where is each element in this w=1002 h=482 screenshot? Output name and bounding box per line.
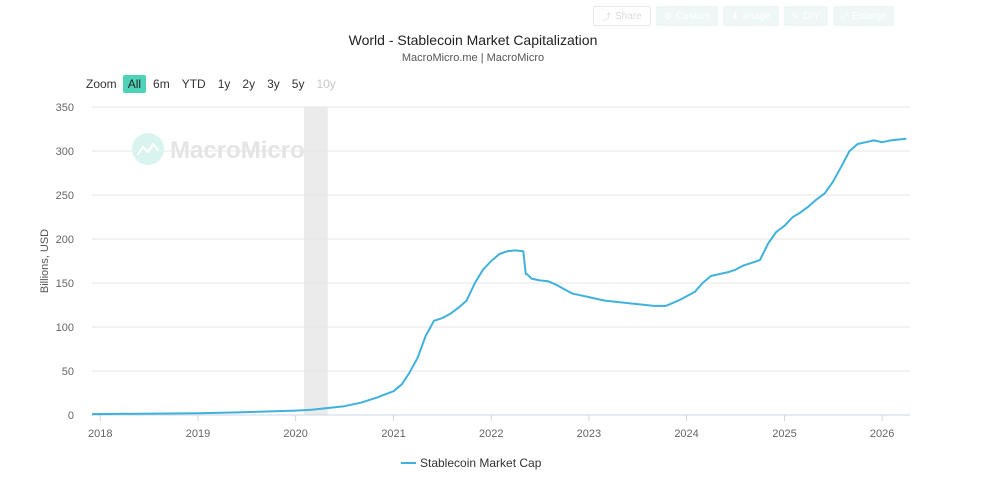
enlarge-button[interactable]: ⤢ Enlarge [832,6,895,26]
zoom-option[interactable]: 3y [267,77,280,91]
zoom-option[interactable]: 2y [242,77,256,91]
x-tick-label: 2023 [577,428,601,440]
share-label: Share [615,10,642,22]
share-icon: ⤴ [602,11,612,22]
chart-toolbar: ⤴ Share ⚙ Custom ⬇ Image ✎ DIY ⤢ Enlarge [593,6,895,26]
chart-subtitle: MacroMicro.me | MacroMicro [401,52,545,64]
gear-icon: ⚙ [663,10,672,21]
zoom-option[interactable]: 1y [217,77,231,91]
shaded-period [303,107,328,415]
x-tick-label: 2020 [283,428,307,440]
y-tick-label: 250 [56,190,74,202]
pencil-icon: ✎ [791,10,800,21]
zoom-option[interactable]: 6m [153,77,170,91]
download-icon: ⬇ [731,10,739,21]
macromicro-logo-icon [132,133,164,165]
y-axis-title: Billions, USD [39,229,51,293]
watermark-text: MacroMicro [170,137,305,164]
legend-label: Stablecoin Market Cap [420,456,542,470]
y-tick-label: 350 [56,102,74,114]
series-line-stablecoin-market-cap [91,137,907,416]
custom-label: Custom [675,10,711,22]
zoom-option[interactable]: 5y [291,77,305,91]
y-tick-label: 0 [68,410,74,422]
share-button[interactable]: ⤴ Share [593,6,651,26]
x-tick-label: 2019 [186,428,210,440]
custom-button[interactable]: ⚙ Custom [655,6,719,26]
y-tick-label: 50 [62,366,74,378]
watermark: MacroMicro [132,133,305,165]
diy-button[interactable]: ✎ DIY [783,6,828,26]
zoom-option[interactable]: YTD [181,77,206,91]
x-tick-label: 2022 [479,428,503,440]
zoom-selector: Zoom All 6m YTD 1y 2y 3y 5y 10y [86,75,341,93]
zoom-option[interactable]: All [122,75,147,93]
zoom-label: Zoom [86,77,117,91]
image-label: Image [742,10,771,22]
expand-icon: ⤢ [840,10,848,21]
x-tick-label: 2018 [88,428,112,440]
image-button[interactable]: ⬇ Image [723,6,779,26]
zoom-option[interactable]: 10y [316,77,336,91]
y-tick-label: 150 [56,278,74,290]
y-tick-label: 200 [56,234,74,246]
chart-title: World - Stablecoin Market Capitalization [348,32,598,48]
enlarge-label: Enlarge [852,10,887,22]
y-tick-label: 100 [56,322,74,334]
y-tick-label: 300 [56,146,74,158]
x-tick-label: 2021 [381,428,405,440]
diy-label: DIY [803,10,820,22]
x-tick-label: 2024 [674,428,698,440]
x-tick-label: 2025 [772,428,796,440]
x-tick-label: 2026 [870,428,894,440]
